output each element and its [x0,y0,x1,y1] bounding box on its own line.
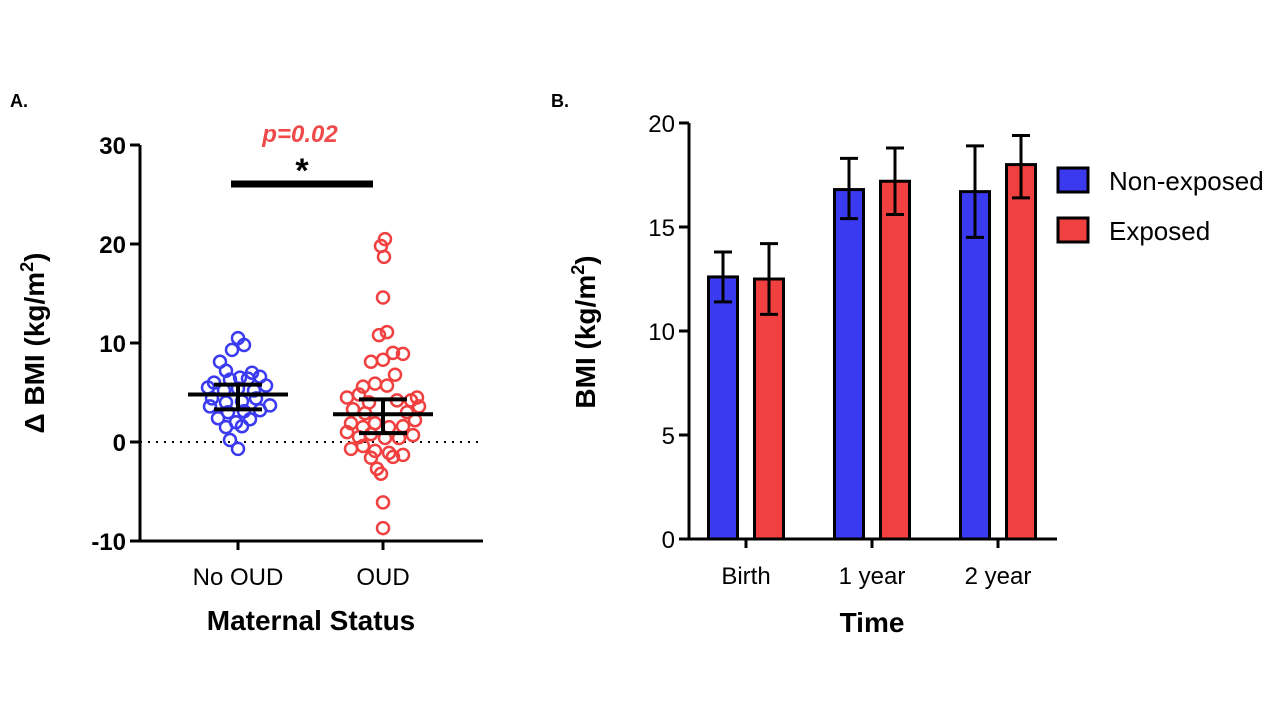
panel-b-y-axis-title: BMI (kg/m2) [568,255,601,408]
panel-b-y-tick-label-20: 20 [648,111,675,138]
no-oud-point-3 [236,337,252,353]
panel-b-y-axis-title-text: BMI (kg/m [570,275,601,409]
oud-point-41 [363,450,379,466]
no-oud-point-27 [242,411,258,427]
panel-b-y-tick-label-5: 5 [662,423,675,450]
non-exposed-birth-bar [707,275,739,541]
oud-point-6 [385,345,401,361]
oud-point-12 [367,376,383,391]
oud-point-28 [395,418,411,434]
exposed-1-year-bar [879,179,911,541]
oud-point-42 [385,449,401,465]
x-tick-label-birth: Birth [721,563,770,590]
no-oud-point-28 [218,419,234,435]
oud-point-2 [376,249,392,265]
oud-point-36 [343,441,359,457]
oud-point-13 [379,378,395,393]
panel-a-label: A. [10,91,28,111]
oud-point-4 [379,324,395,340]
x-tick-label-oud: OUD [356,564,409,591]
panel-b-y-axis-title-group: BMI (kg/m2) [568,255,601,408]
no-oud-point-25 [210,410,226,426]
oud-point-9 [363,354,379,370]
panel-b-y-tick-label-10: 10 [648,319,675,346]
no-oud-point-31 [230,441,246,457]
no-oud-point-2 [224,342,240,358]
panel-b-x-axis-title: Time [840,607,905,638]
non-exposed-2-year-bar [959,190,991,541]
no-oud-point-24 [262,398,278,413]
legend-swatch-exposed [1056,216,1090,244]
panel-a-y-tick-label--10: -10 [91,529,126,556]
x-tick-label-2-year: 2 year [965,563,1032,590]
exposed-birth-bar [753,277,785,541]
oud-point-35 [405,427,421,443]
panel-a-y-tick-label-0: 0 [113,430,126,457]
panel-b-y-axis-title-close: ) [570,255,601,264]
oud-point-45 [375,495,391,510]
legend-label-exposed: Exposed [1109,216,1210,246]
oud-point-44 [373,466,389,481]
panel-a-marks [140,231,483,536]
oud-point-19 [409,390,425,405]
panel-a-y-tick-label-30: 30 [99,133,126,160]
x-tick-label-1-year: 1 year [839,563,906,590]
panel-a-y-tick-label-10: 10 [99,331,126,358]
legend-swatch-non-exposed [1056,166,1090,194]
panel-b-marks [707,133,1037,541]
panel-b-axes: Birth 1 year 2 year 0 5 10 15 20 [648,111,1057,590]
no-oud-point-30 [222,432,238,448]
legend-label-non-exposed: Non-exposed [1109,166,1264,196]
oud-point-30 [339,424,355,440]
panel-b-y-tick-label-0: 0 [662,527,675,554]
oud-point-37 [355,438,371,454]
panel-a-y-axis-title: Δ BMI (kg/m2) [17,252,50,433]
panel-a-y-axis-title-text: Δ BMI (kg/m [19,272,50,434]
panel-a-y-axis-title-group: Δ BMI (kg/m2) [17,252,50,433]
panel-b-y-axis-title-sup: 2 [568,265,588,275]
panel-b-y-tick-label-15: 15 [648,215,675,242]
oud-point-10 [387,367,403,382]
p-value-annotation: p=0.02 [261,121,338,148]
panel-b-label: B. [551,91,569,111]
exposed-2-year-bar [1005,163,1037,541]
no-oud-point-20 [202,399,218,414]
oud-point-8 [375,352,391,368]
oud-point-39 [381,445,397,461]
no-oud-point-29 [234,418,250,434]
panel-b-chart: B. Birth 1 year 2 year 0 5 10 15 20 Time BMI (k… [551,91,1264,638]
oud-point-3 [375,290,391,305]
oud-point-5 [371,327,387,343]
panel-a-axes: No OUD OUD -10 0 10 20 30 [91,133,483,591]
oud-point-14 [339,390,355,405]
panel-a-y-axis-title-sup: 2 [17,262,37,272]
x-tick-label-no-oud: No OUD [193,564,284,591]
non-exposed-1-year-bar [833,188,865,541]
no-oud-point-16 [204,391,220,406]
panel-a-y-tick-label-20: 20 [99,232,126,259]
panel-b-legend: Non-exposed Exposed [1056,166,1264,246]
oud-point-46 [375,520,391,536]
oud-point-7 [395,346,411,362]
oud-point-40 [395,447,411,463]
panel-a-y-axis-title-close: ) [19,252,50,261]
panel-a-x-axis-title: Maternal Status [207,605,416,636]
